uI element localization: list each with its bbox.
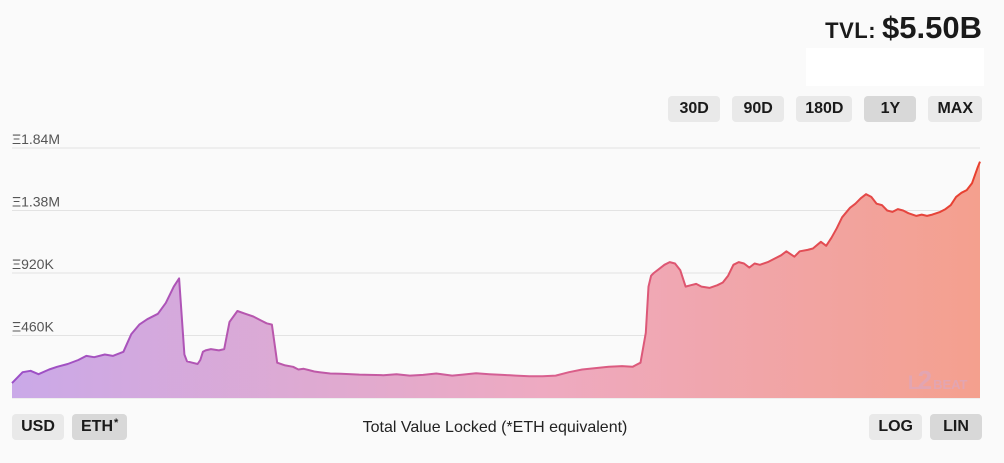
range-180d-button[interactable]: 180D bbox=[796, 96, 853, 122]
eth-button[interactable]: ETH* bbox=[72, 414, 128, 440]
range-90d-button[interactable]: 90D bbox=[732, 96, 785, 122]
currency-selector: USD ETH* bbox=[12, 414, 128, 440]
range-30d-button[interactable]: 30D bbox=[668, 96, 721, 122]
y-tick-label: Ξ920K bbox=[12, 256, 54, 272]
eth-asterisk: * bbox=[114, 417, 119, 429]
time-range-selector: 30D 90D 180D 1Y MAX bbox=[668, 96, 982, 122]
y-tick-label: Ξ1.38M bbox=[12, 194, 60, 210]
tvl-label: TVL: bbox=[825, 18, 877, 43]
scale-selector: LOG LIN bbox=[869, 414, 982, 440]
l2beat-watermark-logo: L 2 BEAT bbox=[908, 365, 968, 395]
usd-button[interactable]: USD bbox=[12, 414, 64, 440]
y-tick-label: Ξ460K bbox=[12, 319, 54, 335]
chart-caption: Total Value Locked (*ETH equivalent) bbox=[362, 419, 628, 436]
area-fill bbox=[12, 161, 980, 398]
eth-label: ETH bbox=[81, 418, 113, 435]
range-1y-button[interactable]: 1Y bbox=[864, 96, 917, 122]
tvl-summary: TVL: $5.50B bbox=[825, 10, 982, 46]
y-tick-label: Ξ1.84M bbox=[12, 131, 60, 147]
log-scale-button[interactable]: LOG bbox=[869, 414, 922, 440]
tvl-value: $5.50B bbox=[882, 10, 982, 45]
series-line bbox=[11, 161, 981, 384]
lin-scale-button[interactable]: LIN bbox=[930, 414, 982, 440]
range-max-button[interactable]: MAX bbox=[928, 96, 982, 122]
blank-panel bbox=[806, 48, 984, 86]
